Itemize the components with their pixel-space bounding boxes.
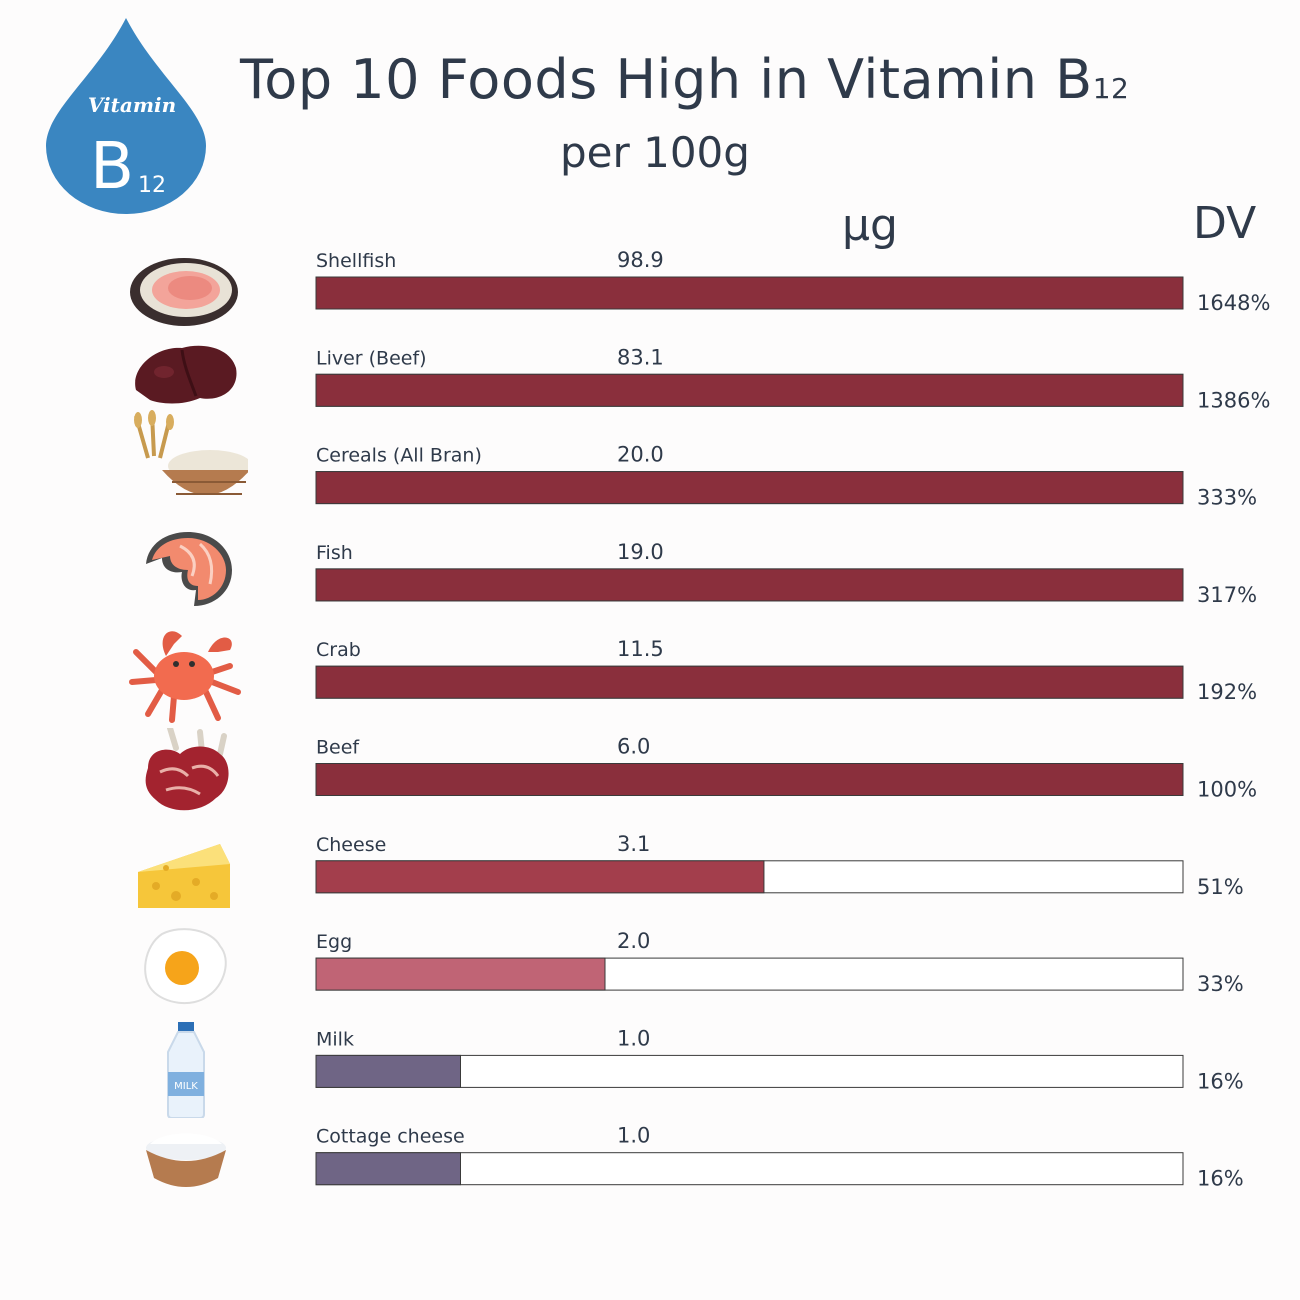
- bar: [315, 1152, 461, 1186]
- dv-label: 16%: [1197, 1167, 1244, 1191]
- bar: [315, 763, 1184, 796]
- cottage-cheese-icon: [146, 1133, 226, 1187]
- dv-label: 16%: [1197, 1069, 1244, 1093]
- value-label: 3.1: [617, 832, 650, 856]
- dv-column-header: DV: [1193, 198, 1257, 249]
- cereal-bowl-icon: [134, 410, 248, 495]
- chart-title-subscript: 12: [1092, 72, 1130, 105]
- bar: [315, 1054, 461, 1088]
- value-label: 19.0: [617, 540, 664, 564]
- badge-word: Vitamin: [88, 93, 176, 117]
- chart-title: Top 10 Foods High in Vitamin B12: [240, 48, 1140, 111]
- bar: [315, 957, 606, 991]
- badge-subscript: 12: [138, 173, 166, 198]
- value-label: 1.0: [617, 1026, 650, 1050]
- milk-bottle-icon: MILK: [167, 1022, 205, 1118]
- category-label: Fish: [316, 542, 353, 564]
- value-label: 6.0: [617, 735, 650, 759]
- fried-egg-icon: [144, 928, 227, 1005]
- dv-label: 317%: [1197, 583, 1257, 607]
- dv-label: 1386%: [1197, 388, 1270, 412]
- dv-label: 33%: [1197, 972, 1244, 996]
- category-label: Liver (Beef): [316, 347, 427, 369]
- bar: [315, 276, 1184, 310]
- dv-label: 192%: [1197, 680, 1257, 704]
- value-label: 20.0: [617, 443, 664, 467]
- dv-label: 51%: [1197, 875, 1244, 899]
- shellfish-icon: [130, 258, 238, 326]
- chart-title-main: Top 10 Foods High in Vitamin B: [240, 48, 1093, 111]
- value-label: 2.0: [617, 929, 650, 953]
- dv-label: 333%: [1197, 486, 1257, 510]
- category-label: Cottage cheese: [316, 1126, 465, 1148]
- milk-label: MILK: [174, 1081, 198, 1092]
- bar: [315, 373, 1184, 407]
- category-label: Egg: [316, 931, 352, 953]
- bar: [315, 860, 765, 894]
- crab-icon: [129, 631, 241, 723]
- bar: [315, 665, 1184, 699]
- category-label: Shellfish: [316, 250, 396, 272]
- value-label: 98.9: [617, 248, 664, 272]
- dv-label: 100%: [1197, 778, 1257, 802]
- badge-letter: B: [90, 130, 134, 204]
- bar: [315, 471, 1184, 505]
- bar: [315, 568, 1184, 602]
- category-label: Cheese: [316, 834, 386, 856]
- category-label: Beef: [316, 737, 360, 759]
- value-unit-header: µg: [842, 200, 898, 251]
- cheese-icon: [138, 844, 230, 908]
- dv-label: 1648%: [1197, 291, 1270, 315]
- liver-icon: [135, 345, 237, 404]
- value-label: 1.0: [617, 1124, 650, 1148]
- category-label: Crab: [316, 639, 361, 661]
- salmon-steak-icon: [146, 532, 232, 606]
- chart-subtitle: per 100g: [560, 128, 750, 177]
- category-label: Cereals (All Bran): [316, 445, 482, 467]
- vitamin-drop-icon: Vitamin B 12: [46, 18, 206, 214]
- beef-chops-icon: [145, 728, 229, 811]
- value-label: 83.1: [617, 345, 664, 369]
- category-label: Milk: [316, 1028, 354, 1050]
- value-label: 11.5: [617, 637, 664, 661]
